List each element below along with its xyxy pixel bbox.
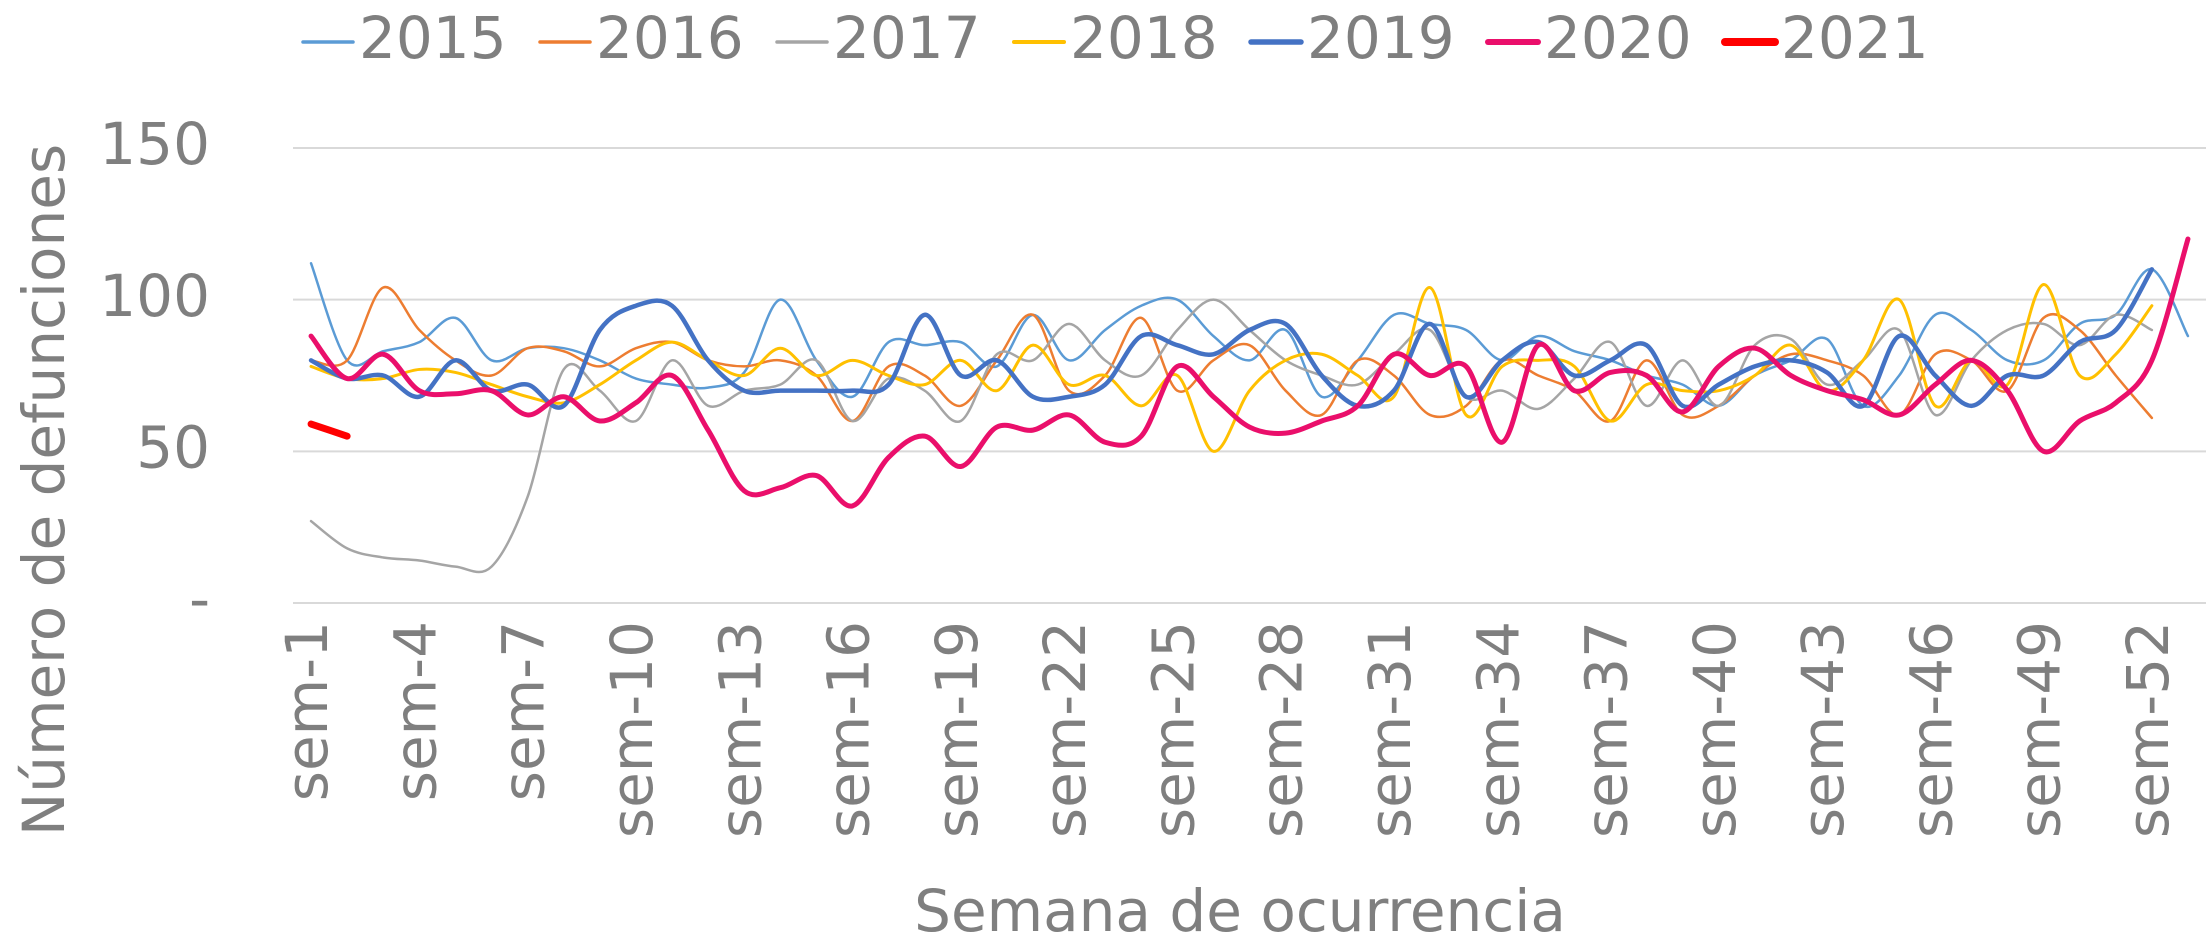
x-tick-label: sem-16 [815, 621, 883, 838]
x-tick-label: sem-10 [598, 621, 666, 838]
x-tick-label: sem-52 [2114, 621, 2182, 838]
legend-label: 2016 [596, 4, 744, 72]
series-line [309, 283, 2154, 453]
x-tick-label: sem-13 [706, 621, 774, 838]
series-line [309, 286, 2154, 423]
series-line [308, 267, 2155, 410]
x-tick-label: sem-49 [2006, 621, 2074, 838]
x-axis-title: Semana de ocurrencia [914, 877, 1566, 944]
y-tick-label: 50 [136, 413, 210, 481]
x-tick-label: sem-28 [1248, 621, 1316, 838]
y-tick-label: 100 [99, 262, 210, 330]
y-tick-label: 150 [99, 110, 210, 178]
x-tick-label: sem-4 [381, 621, 449, 801]
legend-label: 2018 [1070, 4, 1218, 72]
legend-label: 2015 [359, 4, 507, 72]
legend-label: 2021 [1781, 4, 1929, 72]
y-tick-label: - [189, 565, 210, 633]
x-tick-label: sem-7 [490, 621, 558, 801]
x-tick-label: sem-37 [1573, 621, 1641, 838]
legend-label: 2019 [1307, 4, 1455, 72]
x-tick-label: sem-34 [1464, 621, 1532, 838]
x-tick-label: sem-25 [1139, 621, 1207, 838]
x-tick-label: sem-22 [1031, 621, 1099, 838]
legend-label: 2017 [833, 4, 981, 72]
x-tick-label: sem-40 [1681, 621, 1749, 838]
series-line [308, 236, 2191, 509]
series-line [307, 420, 351, 440]
x-tick-label: sem-43 [1789, 621, 1857, 838]
y-axis-title: Número de defunciones [10, 144, 78, 836]
x-tick-label: sem-46 [1897, 621, 1965, 838]
x-tick-label: sem-31 [1356, 621, 1424, 838]
series-line [309, 298, 2154, 574]
x-tick-label: sem-19 [923, 621, 991, 838]
x-tick-label: sem-1 [273, 621, 341, 801]
legend-label: 2020 [1544, 4, 1692, 72]
